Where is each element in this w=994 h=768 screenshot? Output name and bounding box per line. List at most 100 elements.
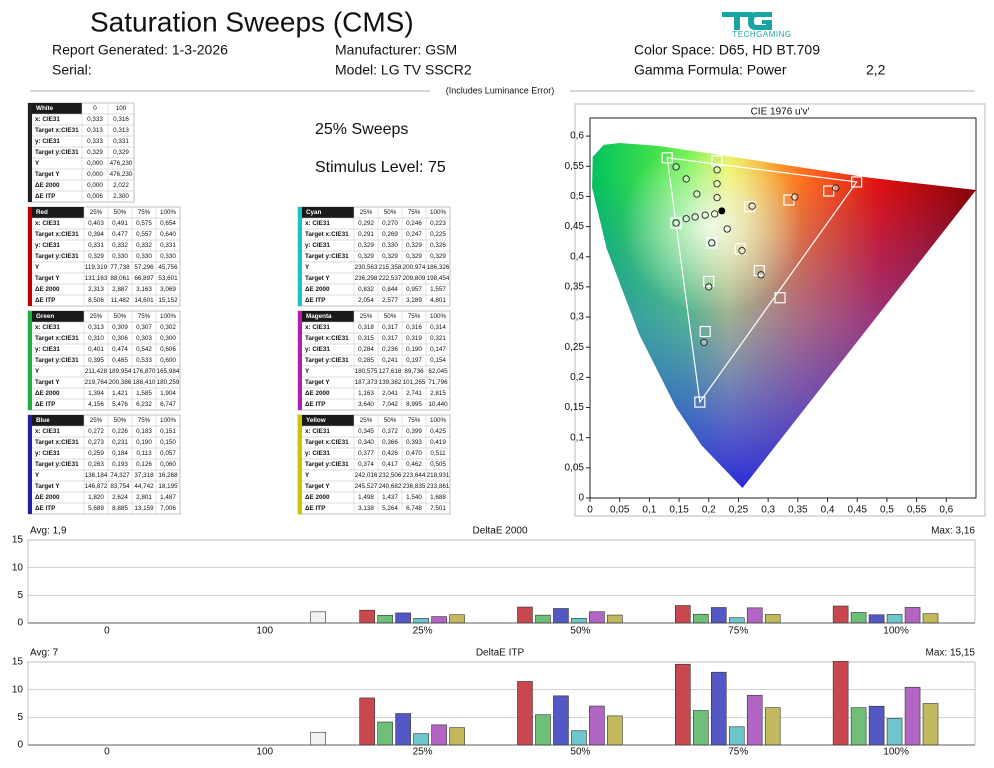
measured-point bbox=[682, 175, 690, 183]
x-tick-label: 0,15 bbox=[669, 505, 689, 516]
table-cell: 180,575 bbox=[355, 368, 378, 375]
table-cell: 1,688 bbox=[430, 494, 446, 501]
table-column-header: 50% bbox=[114, 417, 127, 424]
table-row-label: Y bbox=[305, 368, 310, 375]
table-column-header: 50% bbox=[114, 313, 127, 320]
table-cell: 0,329 bbox=[358, 253, 374, 260]
table-cell: 0,057 bbox=[160, 450, 176, 457]
table-cell: 3,640 bbox=[358, 401, 374, 408]
table-cell: 83,754 bbox=[110, 483, 130, 490]
table-cell: 8,506 bbox=[88, 297, 104, 304]
table-cell: 0,533 bbox=[136, 357, 152, 364]
table-frame bbox=[27, 102, 135, 203]
table-cell: 0,401 bbox=[88, 346, 104, 353]
table-cell: 0,345 bbox=[358, 428, 374, 435]
table-row-label: Target y:CIE31 bbox=[35, 253, 79, 260]
table-cell: 222,537 bbox=[379, 275, 402, 282]
table-cell: 180,259 bbox=[157, 379, 180, 386]
table-cell: 0,292 bbox=[358, 220, 374, 227]
table-cell: 209,809 bbox=[403, 275, 426, 282]
table-cell: 0,331 bbox=[113, 138, 129, 145]
bar bbox=[589, 705, 605, 746]
bar bbox=[710, 671, 727, 746]
bar bbox=[517, 606, 533, 624]
table-cell: 136,184 bbox=[85, 472, 108, 479]
table-title-cell bbox=[298, 207, 354, 218]
bar bbox=[310, 731, 326, 746]
table-column-header: 0 bbox=[93, 105, 97, 112]
table-cell: 0,654 bbox=[160, 220, 176, 227]
table-row-label: y: CIE31 bbox=[305, 450, 330, 457]
table-row-label: y: CIE31 bbox=[305, 242, 330, 249]
x-tick-label: 25% bbox=[413, 747, 433, 758]
table-cell: 3,163 bbox=[136, 286, 152, 293]
table-cell: 0,317 bbox=[382, 335, 398, 342]
x-tick-label: 0,1 bbox=[642, 505, 656, 516]
table-cell: 139,382 bbox=[379, 379, 402, 386]
table-row-label: ΔE 2000 bbox=[35, 390, 60, 397]
logo-mark bbox=[748, 12, 772, 30]
table-cell: 0,318 bbox=[358, 324, 374, 331]
x-tick-label: 0,2 bbox=[702, 505, 716, 516]
table-cell: 176,870 bbox=[133, 368, 156, 375]
table-cell: 0,372 bbox=[382, 428, 398, 435]
table-column-header: 75% bbox=[138, 209, 151, 216]
bar bbox=[904, 686, 921, 746]
table-cell: 0,491 bbox=[112, 220, 128, 227]
table-cell: 0,183 bbox=[136, 428, 152, 435]
table-cell: 6,232 bbox=[136, 401, 152, 408]
bar bbox=[764, 707, 781, 746]
table-cell: 0,326 bbox=[430, 242, 446, 249]
bar bbox=[868, 614, 885, 624]
table-column-header: 50% bbox=[384, 313, 397, 320]
table-cell: 18,195 bbox=[158, 483, 178, 490]
table-cell: 245,527 bbox=[355, 483, 378, 490]
table-row-label: ΔE 2000 bbox=[305, 390, 330, 397]
bar bbox=[571, 618, 587, 624]
measured-point bbox=[705, 283, 713, 291]
y-tick-label: 0,45 bbox=[565, 221, 585, 232]
bar bbox=[764, 614, 781, 624]
bar bbox=[832, 605, 849, 624]
table-cell: 0,147 bbox=[430, 346, 446, 353]
table-cell: 0,259 bbox=[88, 450, 104, 457]
table-cell: 198,454 bbox=[427, 275, 450, 282]
gamma-value: 2,2 bbox=[866, 62, 886, 78]
table-cell: 188,410 bbox=[133, 379, 156, 386]
table-column-header: 25% bbox=[90, 313, 103, 320]
table-cell: 127,618 bbox=[379, 368, 402, 375]
table-cell: 0,511 bbox=[430, 450, 446, 457]
table-cell: 0,331 bbox=[160, 242, 176, 249]
bar bbox=[431, 724, 447, 746]
bar bbox=[850, 707, 867, 746]
bar bbox=[922, 703, 939, 746]
y-tick-label: 15 bbox=[12, 657, 24, 668]
x-tick-label: 100 bbox=[256, 626, 273, 637]
table-row-label: Target x:CIE31 bbox=[305, 439, 349, 446]
table-row-label: ΔE 2000 bbox=[305, 494, 330, 501]
table-row-label: y: CIE31 bbox=[35, 138, 60, 145]
table-cell: 200,974 bbox=[403, 264, 426, 271]
table-title: Yellow bbox=[306, 417, 326, 424]
x-tick-label: 50% bbox=[570, 747, 590, 758]
table-cell: 7,006 bbox=[160, 505, 176, 512]
table-cell: 476,230 bbox=[110, 171, 133, 178]
target-point bbox=[694, 396, 706, 408]
table-row-label: Target x:CIE31 bbox=[35, 231, 79, 238]
table-cell: 8,995 bbox=[406, 401, 422, 408]
bar bbox=[607, 614, 623, 624]
y-tick-label: 0,5 bbox=[570, 191, 584, 202]
table-cell: 0,832 bbox=[358, 286, 374, 293]
table-cell: 2,313 bbox=[88, 286, 104, 293]
table-cell: 37,318 bbox=[134, 472, 154, 479]
table-cell: 0,395 bbox=[88, 357, 104, 364]
table-row-label: Target Y bbox=[35, 483, 60, 490]
measured-point bbox=[711, 210, 719, 218]
plot-area bbox=[27, 661, 976, 746]
table-cell: 11,482 bbox=[111, 297, 130, 304]
target-point bbox=[711, 155, 723, 167]
table-row-label: Y bbox=[305, 264, 310, 271]
y-tick-label: 0,55 bbox=[565, 161, 585, 172]
bar bbox=[850, 612, 867, 624]
table-cell: 165,984 bbox=[157, 368, 180, 375]
